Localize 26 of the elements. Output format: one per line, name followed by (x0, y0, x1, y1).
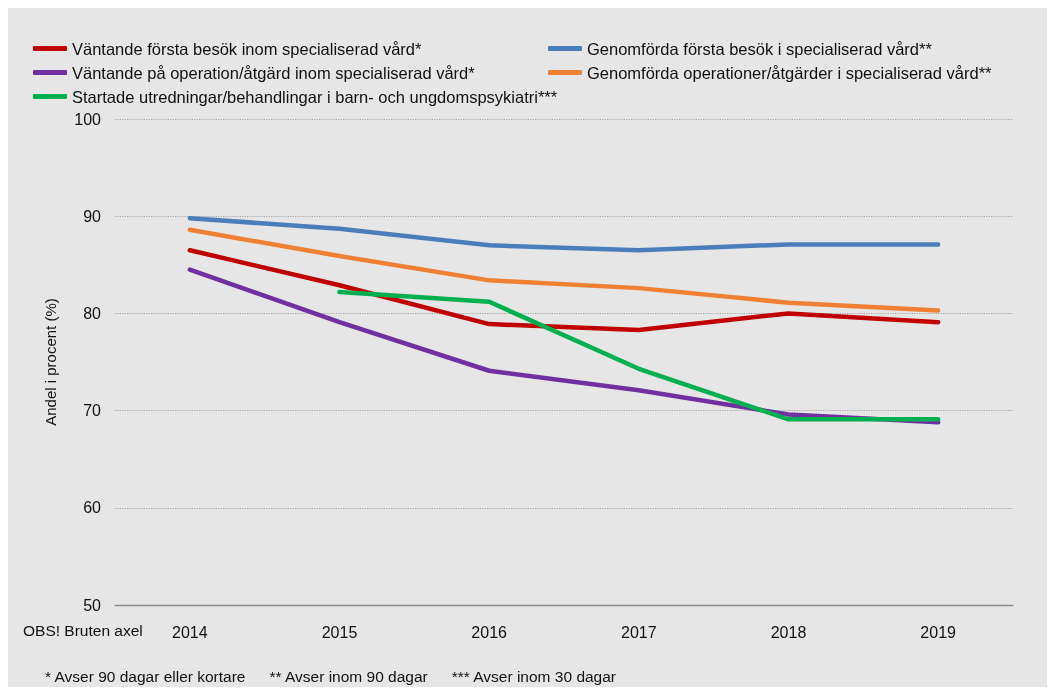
y-tick-label: 80 (83, 304, 102, 322)
text: ** Avser inom 90 dagar (269, 668, 428, 686)
line-series (187, 227, 941, 313)
x-tick-label: 2018 (770, 623, 807, 641)
legend-label: Genomförda första besök i specialiserad vård** (587, 39, 933, 58)
legend-label: Genomförda operationer/åtgärder i specialiserad vård** (587, 63, 993, 82)
x-tick-label: 2014 (172, 623, 208, 641)
y-tick-label: 70 (83, 402, 102, 420)
y-tick-label: 60 (83, 499, 102, 517)
legend-label: Väntande första besök inom specialiserad vård* (72, 39, 423, 58)
legend-label: Väntande på operation/åtgärd inom specialiserad vård* (72, 63, 476, 82)
text: *** Avser inom 30 dagar (451, 668, 617, 686)
text: OBS! Bruten axel (23, 622, 143, 640)
legend-label: Startade utredningar/behandlingar i barn- och ungdomspsykiatri*** (72, 87, 558, 106)
y-axis-title: Andel i procent (%) (42, 298, 59, 426)
x-tick-label: 2016 (471, 623, 508, 641)
line-series (337, 289, 941, 422)
text: * Avser 90 dagar eller kortare (45, 668, 246, 686)
y-tick-label: 100 (74, 110, 102, 128)
x-tick-label: 2015 (321, 623, 358, 641)
line-series (187, 247, 941, 333)
y-tick-label: 90 (83, 207, 102, 225)
x-tick-label: 2019 (920, 623, 957, 641)
line-series (187, 215, 941, 253)
x-tick-label: 2017 (621, 623, 657, 641)
y-tick-label: 50 (83, 596, 102, 614)
